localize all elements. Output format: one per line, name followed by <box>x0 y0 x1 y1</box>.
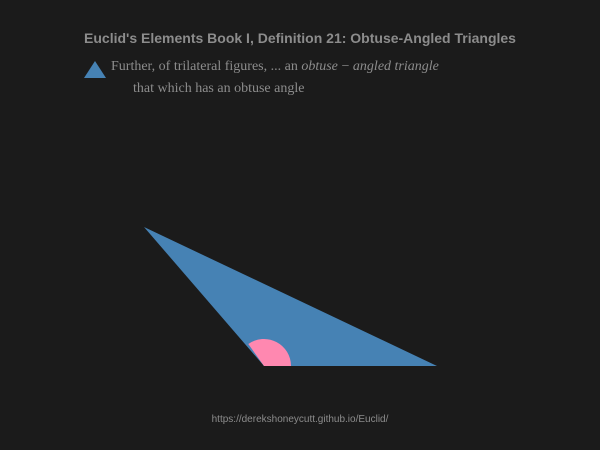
source-url[interactable]: https://derekshoneycutt.github.io/Euclid… <box>211 414 389 425</box>
triangle-icon <box>84 61 106 78</box>
definition-text: Further, of trilateral figures, ... an <box>111 59 302 74</box>
obtuse-triangle <box>144 227 437 366</box>
definition-line-1: Further, of trilateral figures, ... an o… <box>111 59 439 75</box>
definition-term: obtuse − angled triangle <box>301 59 439 74</box>
definition-continuation: that which has an obtuse angle <box>133 81 305 96</box>
page-title: Euclid's Elements Book I, Definition 21:… <box>84 30 516 46</box>
obtuse-angle-marker <box>248 338 292 366</box>
